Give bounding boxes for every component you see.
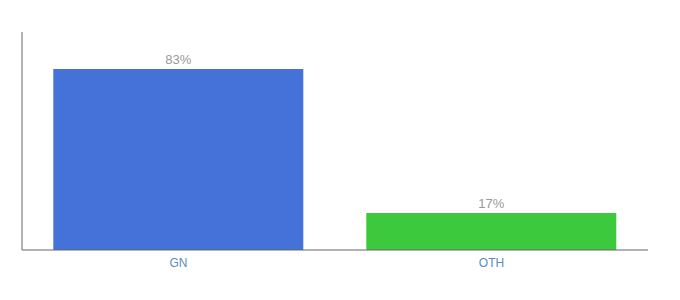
svg-text:83%: 83% (165, 52, 191, 67)
svg-text:GN: GN (170, 256, 188, 270)
svg-text:OTH: OTH (479, 256, 504, 270)
svg-text:17%: 17% (478, 196, 504, 211)
